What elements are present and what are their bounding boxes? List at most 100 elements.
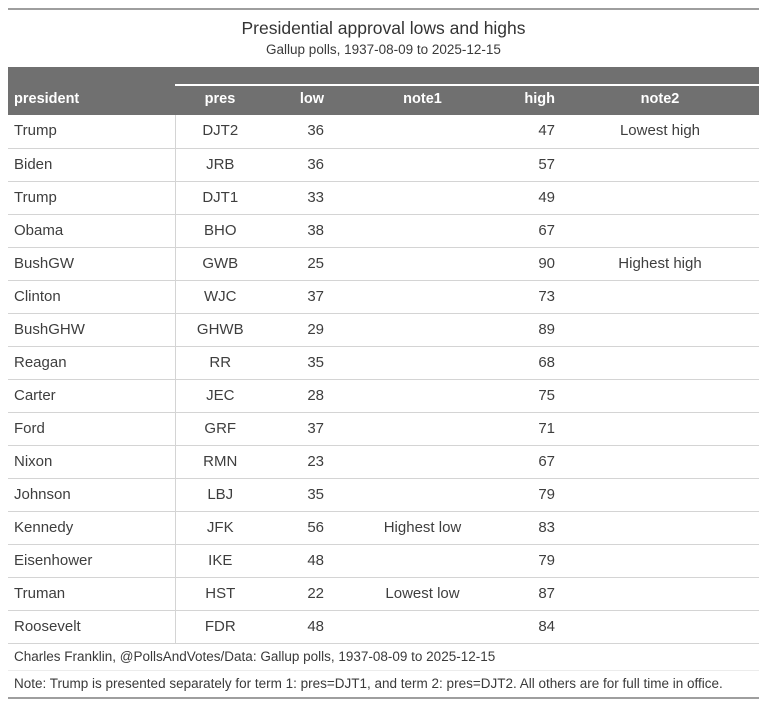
cell-high: 79 xyxy=(515,544,561,578)
cell-pres: WJC xyxy=(175,280,265,314)
cell-president: Kennedy xyxy=(8,511,176,545)
cell-note1 xyxy=(330,214,515,248)
cell-note2 xyxy=(561,214,759,248)
cell-high: 67 xyxy=(515,214,561,248)
cell-president: Roosevelt xyxy=(8,610,176,644)
approval-table: president pres low note1 high note2 Trum… xyxy=(8,67,759,644)
cell-low: 36 xyxy=(265,115,330,149)
cell-note1 xyxy=(330,313,515,347)
cell-low: 29 xyxy=(265,313,330,347)
cell-high: 90 xyxy=(515,247,561,281)
cell-note1 xyxy=(330,412,515,446)
cell-high: 57 xyxy=(515,148,561,182)
cell-president: Trump xyxy=(8,181,176,215)
table-row: Biden JRB 36 57 xyxy=(8,148,759,182)
table-row: Trump DJT2 36 47 Lowest high xyxy=(8,115,759,149)
cell-note1 xyxy=(330,115,515,149)
cell-president: Ford xyxy=(8,412,176,446)
cell-note1 xyxy=(330,181,515,215)
cell-note2 xyxy=(561,577,759,611)
cell-high: 89 xyxy=(515,313,561,347)
cell-note2 xyxy=(561,412,759,446)
bottom-rule xyxy=(8,696,759,699)
cell-president: Truman xyxy=(8,577,176,611)
cell-president: Trump xyxy=(8,115,176,149)
cell-pres: HST xyxy=(175,577,265,611)
cell-note2 xyxy=(561,313,759,347)
cell-low: 38 xyxy=(265,214,330,248)
table-title: Presidential approval lows and highs xyxy=(241,18,526,38)
cell-pres: JRB xyxy=(175,148,265,182)
cell-note1 xyxy=(330,544,515,578)
table-body: Trump DJT2 36 47 Lowest high Biden JRB 36 57 Trum… xyxy=(8,115,759,644)
cell-president: Biden xyxy=(8,148,176,182)
cell-note2 xyxy=(561,544,759,578)
approval-table-figure: Presidential approval lows and highs Gal… xyxy=(8,8,759,699)
cell-note2 xyxy=(561,181,759,215)
cell-president: Eisenhower xyxy=(8,544,176,578)
cell-president: Carter xyxy=(8,379,176,413)
cell-note2 xyxy=(561,379,759,413)
cell-low: 28 xyxy=(265,379,330,413)
cell-low: 35 xyxy=(265,346,330,380)
cell-low: 36 xyxy=(265,148,330,182)
cell-high: 87 xyxy=(515,577,561,611)
table-row: Eisenhower IKE 48 79 xyxy=(8,544,759,578)
cell-note2 xyxy=(561,478,759,512)
cell-pres: DJT1 xyxy=(175,181,265,215)
cell-note2 xyxy=(561,280,759,314)
cell-president: BushGW xyxy=(8,247,176,281)
table-row: Truman HST 22 Lowest low 87 xyxy=(8,577,759,611)
cell-low: 37 xyxy=(265,280,330,314)
cell-note1 xyxy=(330,148,515,182)
column-header-president: president xyxy=(8,85,175,115)
cell-low: 48 xyxy=(265,610,330,644)
spanner-rule xyxy=(175,67,759,86)
table-heading: Presidential approval lows and highs Gal… xyxy=(8,10,759,67)
column-header-low: low xyxy=(265,85,330,115)
table-row: BushGW GWB 25 90 Highest high xyxy=(8,247,759,281)
cell-pres: GWB xyxy=(175,247,265,281)
table-header: president pres low note1 high note2 xyxy=(8,67,759,115)
cell-pres: DJT2 xyxy=(175,115,265,149)
cell-high: 47 xyxy=(515,115,561,149)
table-row: Ford GRF 37 71 xyxy=(8,412,759,446)
cell-president: Obama xyxy=(8,214,176,248)
cell-low: 22 xyxy=(265,577,330,611)
table-row: Clinton WJC 37 73 xyxy=(8,280,759,314)
cell-high: 75 xyxy=(515,379,561,413)
cell-pres: BHO xyxy=(175,214,265,248)
cell-president: Nixon xyxy=(8,445,176,479)
cell-note2: Highest high xyxy=(561,247,759,281)
table-row: Nixon RMN 23 67 xyxy=(8,445,759,479)
table-row: Kennedy JFK 56 Highest low 83 xyxy=(8,511,759,545)
cell-note1: Highest low xyxy=(330,511,515,545)
table-row: Trump DJT1 33 49 xyxy=(8,181,759,215)
cell-pres: JEC xyxy=(175,379,265,413)
cell-note1 xyxy=(330,610,515,644)
table-row: Obama BHO 38 67 xyxy=(8,214,759,248)
cell-pres: RMN xyxy=(175,445,265,479)
cell-low: 33 xyxy=(265,181,330,215)
cell-president: BushGHW xyxy=(8,313,176,347)
cell-low: 56 xyxy=(265,511,330,545)
cell-low: 35 xyxy=(265,478,330,512)
stub-spanner-cell xyxy=(8,67,175,85)
cell-high: 83 xyxy=(515,511,561,545)
cell-low: 37 xyxy=(265,412,330,446)
cell-low: 48 xyxy=(265,544,330,578)
cell-note2 xyxy=(561,445,759,479)
footnote: Note: Trump is presented separately for … xyxy=(14,675,723,691)
cell-pres: FDR xyxy=(175,610,265,644)
cell-pres: LBJ xyxy=(175,478,265,512)
column-header-note1: note1 xyxy=(330,85,515,115)
table-row: Carter JEC 28 75 xyxy=(8,379,759,413)
cell-note2 xyxy=(561,148,759,182)
cell-pres: IKE xyxy=(175,544,265,578)
cell-high: 67 xyxy=(515,445,561,479)
cell-pres: GRF xyxy=(175,412,265,446)
cell-note2: Lowest high xyxy=(561,115,759,149)
table-row: Reagan RR 35 68 xyxy=(8,346,759,380)
cell-note2 xyxy=(561,346,759,380)
column-header-pres: pres xyxy=(175,85,265,115)
